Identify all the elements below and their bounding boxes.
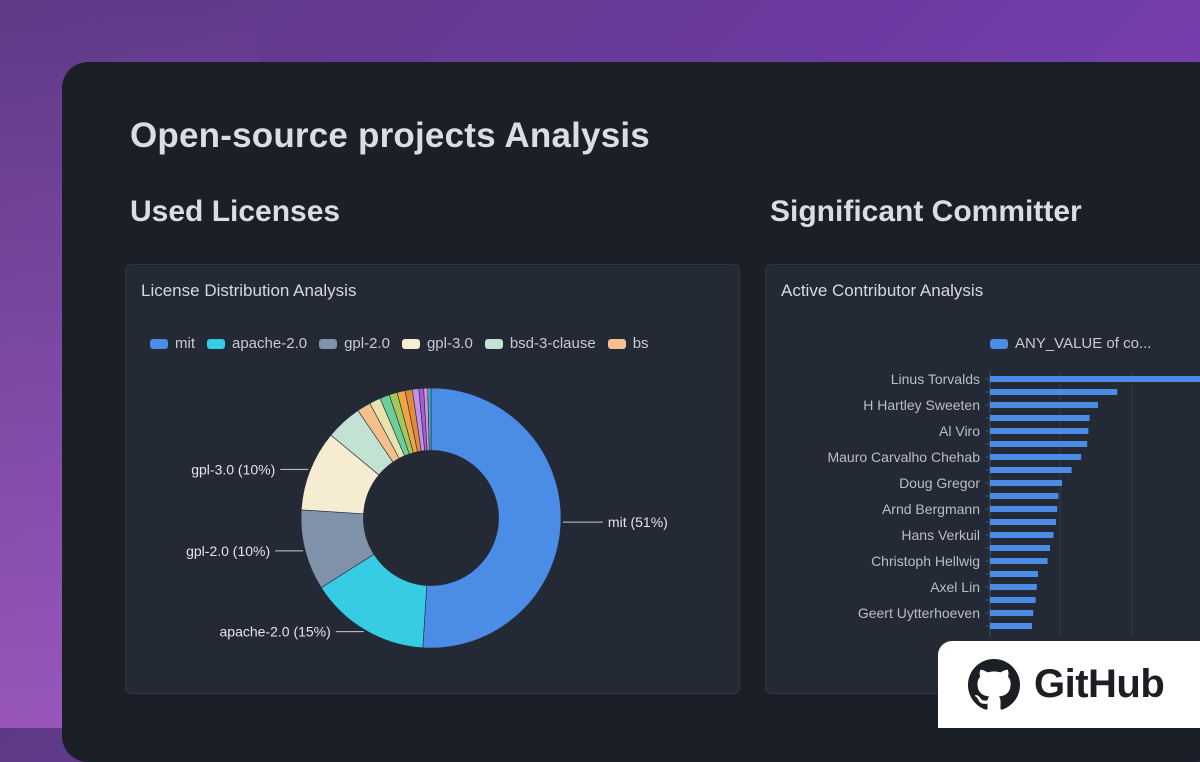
bar-1[interactable] <box>990 389 1118 395</box>
pie-label-apache-2.0: apache-2.0 (15%) <box>220 624 331 640</box>
bar-category-label: Axel Lin <box>930 579 980 595</box>
legend-label: mit <box>175 335 195 352</box>
page-title: Open-source projects Analysis <box>130 116 650 155</box>
legend-label: gpl-3.0 <box>426 335 473 352</box>
legend-item-bs[interactable]: bs <box>607 335 649 352</box>
github-label: GitHub <box>1034 662 1165 706</box>
bar-chart: Linus Torvalds H Hartley Sweeten Al Viro Ma… <box>827 371 1200 636</box>
bar-category-label: Arnd Bergmann <box>882 501 980 517</box>
bar-17[interactable] <box>990 597 1036 603</box>
bar-category-label: H Hartley Sweeten <box>863 397 980 413</box>
pie-label-mit: mit (51%) <box>608 514 668 530</box>
bar-18[interactable] <box>990 610 1034 616</box>
legend-item-apache-2.0[interactable]: apache-2.0 <box>207 335 307 352</box>
bar-0[interactable] <box>990 376 1200 382</box>
bar-4[interactable] <box>990 428 1089 434</box>
bar-legend-label[interactable]: ANY_VALUE of co... <box>1015 335 1152 352</box>
legend-item-gpl-2.0[interactable]: gpl-2.0 <box>319 335 390 352</box>
bar-category-label: Al Viro <box>939 423 980 439</box>
legend-label: apache-2.0 <box>232 335 308 352</box>
legend-item-mit[interactable]: mit <box>150 335 195 352</box>
legend-swatch <box>150 338 168 349</box>
legend-swatch <box>319 338 338 349</box>
bar-5[interactable] <box>990 441 1088 447</box>
pie-label-gpl-3.0: gpl-3.0 (10%) <box>191 461 275 477</box>
legend-label: bs <box>632 335 649 352</box>
bar-16[interactable] <box>990 584 1037 590</box>
bar-category-label: Geert Uytterhoeven <box>858 605 980 621</box>
section-title-licenses: Used Licenses <box>130 195 341 228</box>
bar-category-label: Linus Torvalds <box>891 371 980 387</box>
pie-legend: mit apache-2.0 gpl-2.0 gpl-3.0 bsd-3-clause b… <box>150 335 690 355</box>
legend-swatch <box>484 338 503 349</box>
legend-swatch <box>401 338 420 349</box>
legend-item-gpl-3.0[interactable]: gpl-3.0 <box>401 335 473 352</box>
bar-8[interactable] <box>990 480 1062 486</box>
license-card: License Distribution Analysis mit apache-… <box>125 264 740 694</box>
bar-15[interactable] <box>990 571 1038 577</box>
legend-label: bsd-3-clause <box>509 335 596 352</box>
license-chart-title: License Distribution Analysis <box>141 281 357 300</box>
bar-legend-swatch <box>990 338 1008 349</box>
legend-swatch <box>607 338 626 349</box>
bar-category-label: Doug Gregor <box>899 475 980 491</box>
legend-item-bsd-3-clause[interactable]: bsd-3-clause <box>484 335 596 352</box>
bar-12[interactable] <box>990 532 1054 538</box>
bar-category-label: Christoph Hellwig <box>871 553 980 569</box>
bar-9[interactable] <box>990 493 1059 499</box>
bar-6[interactable] <box>990 454 1082 460</box>
github-icon <box>968 658 1020 710</box>
contributor-chart-title: Active Contributor Analysis <box>781 281 984 300</box>
legend-swatch <box>207 338 225 349</box>
bar-2[interactable] <box>990 402 1098 408</box>
donut-chart: mit (51%) apache-2.0 (15%) gpl-2.0 (10%) gp… <box>186 387 668 649</box>
contributor-card: Active Contributor Analysis ANY_VALUE of… <box>765 264 1200 694</box>
bar-10[interactable] <box>990 506 1058 512</box>
bar-11[interactable] <box>990 519 1056 525</box>
bar-13[interactable] <box>990 545 1050 551</box>
pie-slice-other-9[interactable] <box>427 387 432 451</box>
bar-14[interactable] <box>990 558 1048 564</box>
bar-category-label: Hans Verkuil <box>901 527 980 543</box>
bar-7[interactable] <box>990 467 1072 473</box>
section-title-committer: Significant Committer <box>770 195 1082 228</box>
bar-category-label: Mauro Carvalho Chehab <box>827 449 980 465</box>
pie-label-gpl-2.0: gpl-2.0 (10%) <box>186 543 270 559</box>
legend-label: gpl-2.0 <box>344 335 390 352</box>
pie-slice-mit[interactable] <box>422 387 562 649</box>
bar-legend: ANY_VALUE of co... <box>990 335 1151 352</box>
bar-19[interactable] <box>990 623 1032 629</box>
github-badge: GitHub <box>938 641 1200 728</box>
bar-3[interactable] <box>990 415 1090 421</box>
